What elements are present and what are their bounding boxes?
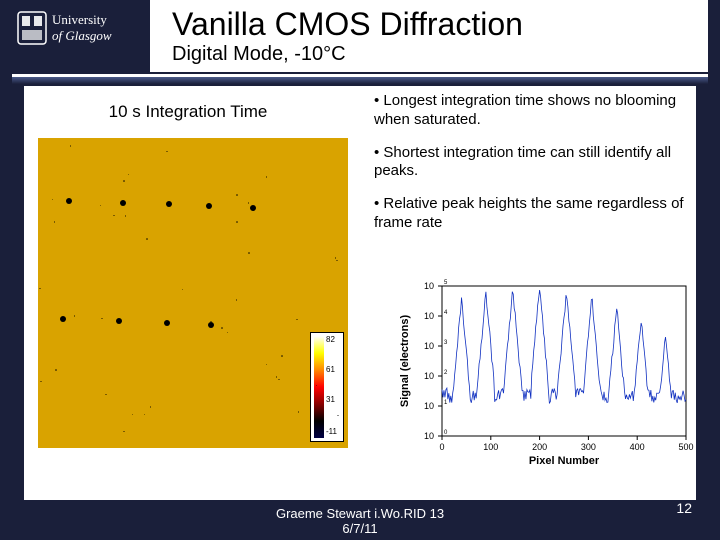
svg-text:10: 10: [424, 281, 434, 291]
svg-text:0: 0: [444, 430, 448, 436]
diffraction-heatmap: 82 61 31 -11: [38, 138, 348, 448]
svg-text:3: 3: [444, 340, 448, 346]
svg-text:200: 200: [532, 442, 547, 452]
svg-text:1: 1: [444, 400, 448, 406]
svg-text:2: 2: [444, 370, 448, 376]
colorbar: 82 61 31 -11: [310, 332, 344, 442]
svg-text:300: 300: [581, 442, 596, 452]
footer: Graeme Stewart i.Wo.RID 13 6/7/11: [0, 506, 720, 536]
page-number: 12: [676, 500, 692, 516]
svg-text:Signal (electrons): Signal (electrons): [399, 315, 411, 408]
bullet-2: • Shortest integration time can still id…: [374, 144, 686, 182]
svg-text:Pixel Number: Pixel Number: [529, 455, 600, 467]
bullet-1: • Longest integration time shows no bloo…: [374, 92, 686, 130]
svg-text:500: 500: [678, 442, 693, 452]
svg-text:10: 10: [424, 401, 434, 411]
svg-text:100: 100: [483, 442, 498, 452]
signal-line-chart: 1001011021031041050100200300400500Pixel …: [394, 276, 694, 476]
svg-text:4: 4: [444, 310, 448, 316]
svg-text:0: 0: [439, 442, 444, 452]
slide-title: Vanilla CMOS Diffraction: [162, 4, 706, 43]
integration-time-label: 10 s Integration Time: [38, 96, 338, 132]
svg-text:10: 10: [424, 311, 434, 321]
svg-text:of Glasgow: of Glasgow: [52, 28, 112, 43]
svg-text:10: 10: [424, 341, 434, 351]
bullet-3: • Relative peak heights the same regardl…: [374, 195, 686, 233]
svg-text:10: 10: [424, 371, 434, 381]
slide-subtitle: Digital Mode, -10°C: [162, 43, 706, 70]
svg-text:400: 400: [630, 442, 645, 452]
svg-text:University: University: [52, 12, 107, 27]
svg-text:10: 10: [424, 431, 434, 441]
svg-text:5: 5: [444, 280, 448, 286]
university-logo: University of Glasgow: [16, 8, 146, 57]
bullet-list: • Longest integration time shows no bloo…: [374, 92, 686, 247]
